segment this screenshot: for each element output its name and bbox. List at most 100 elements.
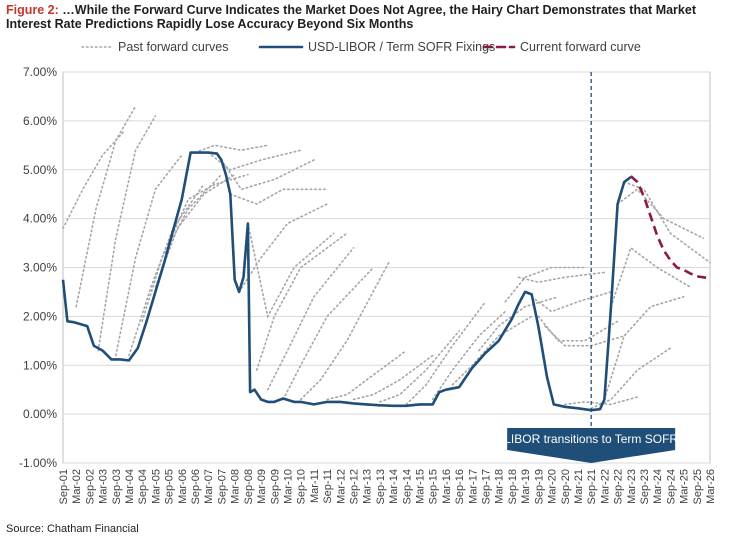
x-tick-label: Sep-04 [137,469,149,504]
past-forward-curve-line [266,247,355,391]
past-forward-curve-line [128,183,205,357]
y-tick-label: 3.00% [23,261,57,275]
x-tick-label: Mar-04 [124,469,136,504]
past-forward-curve-line [299,261,390,401]
x-tick-label: Sep-05 [164,469,176,504]
x-tick-label: Mar-26 [705,469,717,504]
x-tick-label: Mar-16 [441,469,453,504]
figure-label: Figure 2: [6,3,59,17]
x-tick-label: Mar-10 [282,469,294,504]
x-tick-label: Mar-07 [203,469,215,504]
past-forward-curve-line [544,325,626,347]
past-forward-curve-line [517,271,606,284]
y-tick-label: 6.00% [23,114,57,128]
past-forward-curve-line [207,149,302,171]
source-note: Source: Chatham Financial [6,523,139,535]
x-tick-label: Sep-13 [375,469,387,504]
x-tick-label: Sep-08 [243,469,255,504]
x-tick-label: Sep-21 [586,469,598,504]
past-forward-curve-line [141,173,223,323]
past-forward-curve-line [352,354,434,401]
x-tick-label: Mar-23 [626,469,638,504]
past-forward-curve-line [75,105,137,308]
past-forward-curve-line [154,173,236,288]
past-forward-curve-line [623,181,711,264]
x-tick-label: Sep-11 [322,469,334,504]
x-tick-label: Sep-14 [401,469,413,504]
x-tick-label: Sep-12 [348,469,360,504]
past-forward-curve-line [326,349,408,401]
x-tick-label: Mar-18 [494,469,506,504]
past-forward-curve-line [603,295,685,401]
x-tick-label: Sep-22 [613,469,625,504]
past-forward-curve-line [167,173,249,244]
x-tick-label: Sep-20 [560,469,572,504]
past-forward-curve-line [97,115,157,352]
x-tick-label: Mar-21 [573,469,585,504]
x-tick-label: Mar-11 [309,469,321,503]
x-tick-label: Sep-19 [533,469,545,504]
y-tick-label: 1.00% [23,358,57,372]
y-tick-label: 4.00% [23,212,57,226]
legend-past-curves-label: Past forward curves [118,40,228,54]
past-forward-curve-line [431,310,507,401]
chart-title: Figure 2: …While the Forward Curve Indic… [6,3,726,31]
legend-current-forward-label: Current forward curve [520,40,641,54]
y-tick-label: -1.00% [19,456,57,470]
past-forward-curve-line [563,396,639,406]
x-tick-label: Sep-18 [507,469,519,504]
x-tick-label: Sep-16 [454,469,466,504]
x-tick-label: Sep-09 [269,469,281,504]
x-tick-label: Sep-02 [84,469,96,504]
x-tick-label: Mar-06 [177,469,189,504]
chart: -1.00% 0.00% 1.00% 2.00% 3.00% 4.00% 5.00% 6.00… [19,40,717,504]
past-forward-curve-line [255,232,348,371]
past-forward-curve-line [282,266,375,401]
past-forward-curve-line [247,222,335,319]
x-tick-label: Sep-01 [58,469,70,504]
x-tick-label: Sep-03 [111,469,123,504]
past-forward-curve-line [451,315,533,386]
past-forward-curve-line [616,188,705,239]
past-forward-curve-line [537,315,619,342]
y-tick-label: 2.00% [23,309,57,323]
x-tick-label: Mar-03 [98,469,110,504]
transition-callout-box [507,428,676,463]
x-tick-label: Mar-02 [71,469,83,504]
past-forward-curve-line [478,295,560,352]
x-tick-label: Sep-07 [216,469,228,504]
past-forward-curve-line [238,203,328,293]
x-tick-label: Mar-13 [362,469,374,504]
x-tick-label: Mar-20 [547,469,559,504]
x-tick-label: Mar-05 [150,469,162,504]
x-tick-label: Mar-12 [335,469,347,504]
legend-fixings-label: USD-LIBOR / Term SOFR Fixings [308,40,495,54]
y-tick-label: 5.00% [23,163,57,177]
x-tick-label: Mar-24 [652,469,664,504]
x-tick-label: Mar-22 [599,469,611,504]
x-tick-label: Sep-17 [481,469,493,504]
past-forward-curve-line [610,246,692,308]
figure-title-text: …While the Forward Curve Indicates the M… [6,3,696,31]
x-tick-label: Sep-10 [296,469,308,504]
current-forward-curve-line [629,175,711,280]
x-tick-label: Mar-19 [520,469,532,504]
x-tick-label: Mar-25 [679,469,691,504]
past-forward-curve-line [62,129,126,230]
x-tick-label: Sep-24 [665,469,677,504]
x-tick-label: Mar-08 [230,469,242,504]
x-tick-label: Sep-25 [692,469,704,504]
past-forward-curve-line [530,291,612,313]
past-forward-curve-line [115,154,183,357]
y-tick-label: 0.00% [23,407,57,421]
fixings-line [61,151,632,412]
past-forward-curve-line [405,300,487,406]
x-tick-label: Mar-09 [256,469,268,504]
past-forward-curve-line [504,266,586,303]
transition-callout-label: LIBOR transitions to Term SOFR [504,432,678,446]
x-tick-label: Mar-17 [467,469,479,504]
x-tick-label: Sep-23 [639,469,651,504]
x-tick-label: Mar-14 [388,469,400,504]
past-forward-curve-line [194,144,269,154]
past-forward-curve-line [220,159,315,191]
